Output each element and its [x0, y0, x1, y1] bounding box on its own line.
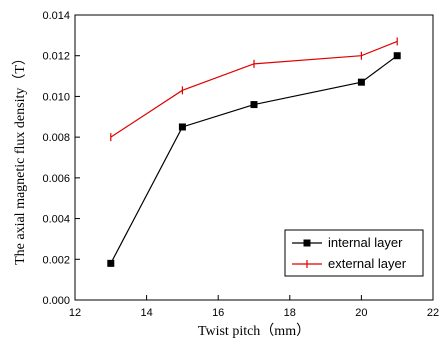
- x-tick-label: 20: [355, 307, 367, 319]
- y-tick-label: 0.014: [42, 10, 70, 22]
- axis-ticks: 12 14 16 18 20 22 0.000 0.002 0.004 0.006 0.008 0.0…: [42, 10, 439, 319]
- y-tick-label: 0.006: [42, 173, 70, 185]
- x-tick-label: 16: [212, 307, 224, 319]
- legend-marker-square-icon: [303, 239, 311, 247]
- legend-label-internal: internal layer: [328, 235, 403, 250]
- y-tick-label: 0.000: [42, 295, 70, 307]
- data-point-internal: [107, 259, 115, 267]
- y-tick-label: 0.012: [42, 51, 70, 63]
- legend-box: [284, 229, 424, 277]
- data-point-internal: [250, 101, 258, 109]
- x-tick-label: 12: [69, 307, 81, 319]
- series-line-1: [110, 40, 398, 138]
- x-tick-label: 14: [140, 307, 152, 319]
- data-point-internal: [393, 52, 401, 60]
- x-axis-title: Twist pitch（mm）: [198, 323, 310, 339]
- data-point-internal: [357, 78, 365, 86]
- legend: internal layer external layer: [284, 229, 424, 277]
- y-tick-label: 0.010: [42, 91, 70, 103]
- x-tick-label: 18: [284, 307, 296, 319]
- y-tick-label: 0.002: [42, 254, 70, 266]
- y-tick-label: 0.004: [42, 214, 70, 226]
- legend-label-external: external layer: [328, 256, 407, 271]
- series-layer: [107, 37, 401, 267]
- data-point-internal: [178, 123, 186, 131]
- plot-frame: [74, 14, 434, 301]
- y-axis-title: The axial magnetic flux density（T）: [12, 51, 28, 265]
- x-tick-label: 22: [427, 307, 439, 319]
- y-tick-label: 0.008: [42, 132, 70, 144]
